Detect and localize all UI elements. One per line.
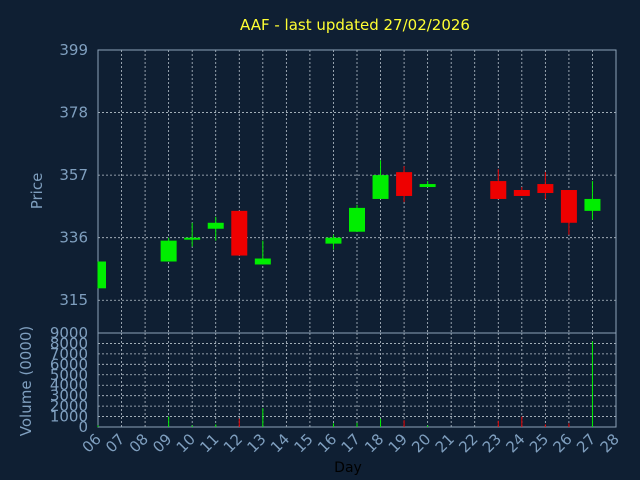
day-tick-label: 23 xyxy=(479,430,505,456)
volume-tick-label: 9000 xyxy=(50,324,88,342)
day-tick-label: 18 xyxy=(361,430,387,456)
volume-bars xyxy=(97,341,593,427)
volume-tick-label: 5000 xyxy=(50,366,88,384)
day-tick-label: 09 xyxy=(149,430,175,456)
candle-body xyxy=(254,258,271,265)
candle-body xyxy=(98,261,106,289)
candle-body xyxy=(207,222,224,229)
volume-tick-label: 8000 xyxy=(50,334,88,352)
candle-body xyxy=(184,237,201,240)
candle-body xyxy=(231,210,248,256)
volume-axis-label: Volume (0000) xyxy=(17,326,35,436)
candle-body xyxy=(513,190,530,196)
price-tick-label: 378 xyxy=(59,104,88,122)
day-tick-label: 13 xyxy=(243,430,269,456)
volume-tick-label: 1000 xyxy=(50,408,88,426)
candle-body xyxy=(560,190,577,223)
candle-body xyxy=(490,181,507,199)
day-tick-label: 19 xyxy=(385,430,411,456)
day-tick-label: 26 xyxy=(550,430,576,456)
day-tick-label: 16 xyxy=(314,430,340,456)
price-tick-label: 315 xyxy=(59,291,88,309)
day-axis-label: Day xyxy=(334,460,362,476)
day-tick-label: 22 xyxy=(455,430,481,456)
day-tick-label: 10 xyxy=(173,430,199,456)
day-tick-label: 08 xyxy=(126,430,152,456)
candle-body xyxy=(584,198,601,211)
volume-plot-frame xyxy=(97,332,617,428)
candle-body xyxy=(349,207,365,232)
volume-tick-label: 6000 xyxy=(50,355,88,373)
day-tick-label: 12 xyxy=(220,430,246,456)
price-tick-label: 357 xyxy=(59,166,88,184)
day-tick-label: 27 xyxy=(573,430,599,456)
day-tick-label: 07 xyxy=(102,430,128,456)
candle-body xyxy=(396,172,413,196)
price-y-ticks: 315 336 357 378 399 xyxy=(59,41,88,309)
candle-body xyxy=(372,175,389,199)
day-tick-label: 15 xyxy=(291,430,317,456)
chart-title: AAF - last updated 27/02/2026 xyxy=(240,16,470,34)
volume-gridlines xyxy=(97,332,617,428)
candle-body xyxy=(160,240,177,262)
volume-tick-label: 0 xyxy=(78,418,88,436)
price-tick-label: 399 xyxy=(59,41,88,59)
day-tick-label: 17 xyxy=(338,430,364,456)
day-tick-label: 14 xyxy=(267,430,293,456)
day-tick-label: 11 xyxy=(196,430,222,456)
day-tick-label: 25 xyxy=(526,430,552,456)
volume-tick-label: 7000 xyxy=(50,345,88,363)
candle-body xyxy=(537,184,554,193)
candle-body xyxy=(419,184,436,188)
day-tick-label: 24 xyxy=(502,430,528,456)
volume-tick-label: 3000 xyxy=(50,387,88,405)
price-axis-label: Price xyxy=(28,173,46,210)
volume-tick-label: 2000 xyxy=(50,397,88,415)
candle-body xyxy=(325,237,342,244)
day-tick-label: 28 xyxy=(597,430,623,456)
day-x-ticks: 0607080910111213141516171819202122232425… xyxy=(79,430,623,456)
price-candles xyxy=(97,160,601,289)
price-tick-label: 336 xyxy=(59,229,88,247)
day-tick-label: 21 xyxy=(432,430,458,456)
day-tick-label: 20 xyxy=(408,430,434,456)
volume-tick-label: 4000 xyxy=(50,376,88,394)
